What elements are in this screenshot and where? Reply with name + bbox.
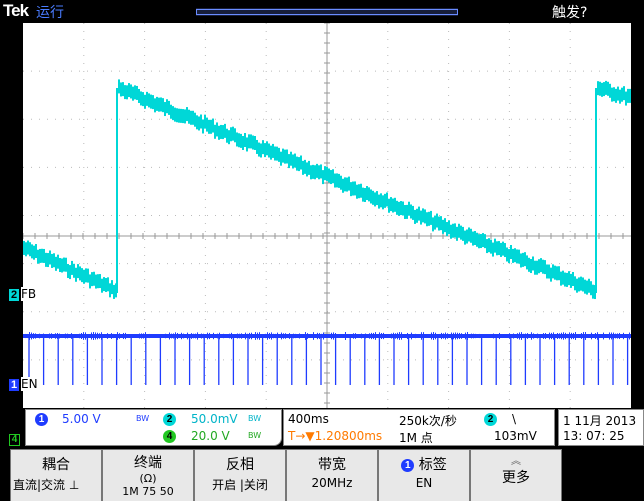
- ch1-ground-marker[interactable]: 1: [9, 379, 19, 391]
- sample-rate: 250k次/秒: [399, 414, 457, 428]
- ch2-badge: 2: [163, 413, 176, 426]
- ch1-bw-icon: BW: [136, 414, 150, 423]
- ch2-waveform: [23, 79, 631, 300]
- label-button[interactable]: 1 标签 EN: [378, 449, 470, 501]
- ch1-waveform: [23, 332, 631, 385]
- ch4-ground-marker[interactable]: 4: [9, 434, 20, 446]
- ch1-scale: 5.00 V: [62, 412, 101, 426]
- graticule-grid: [23, 23, 631, 408]
- horizontal-readout-panel: 400ms 250k次/秒 2 \ T→▼1.20800ms 1M 点 103m…: [283, 409, 555, 446]
- ch2-scale: 50.0mV: [191, 412, 238, 426]
- more-button[interactable]: ︽ 更多: [470, 449, 562, 501]
- ch4-bw-icon: BW: [248, 431, 262, 440]
- trigger-level: 103mV: [494, 429, 537, 443]
- status-bar: Tek 运行 触发?: [0, 0, 644, 23]
- time-display: 13: 07: 25: [563, 429, 625, 443]
- termination-unit: (Ω): [139, 472, 157, 485]
- trigger-slope-icon: \: [512, 412, 517, 426]
- more-title: 更多: [502, 470, 530, 486]
- trigger-status: 触发?: [552, 5, 588, 21]
- ch4-scale: 20.0 V: [191, 429, 230, 443]
- termination-options: 1M 75 50: [122, 485, 174, 498]
- coupling-title: 耦合: [42, 457, 70, 473]
- label-value: EN: [415, 476, 433, 490]
- date-display: 1 11月 2013: [563, 414, 637, 428]
- trigger-source-badge: 2: [484, 413, 497, 426]
- bandwidth-value: 20MHz: [311, 476, 353, 490]
- acquisition-state: 运行: [36, 5, 64, 21]
- ch2-ground-marker[interactable]: 2: [9, 289, 19, 301]
- bandwidth-title: 带宽: [318, 457, 346, 473]
- date-time-panel: 1 11月 2013 13: 07: 25: [558, 409, 644, 446]
- timebase-value: 400ms: [288, 412, 329, 426]
- invert-title: 反相: [226, 457, 254, 473]
- ch2-label: FB: [21, 287, 37, 301]
- record-overview-bar: [196, 9, 458, 15]
- ch1-label: EN: [21, 377, 38, 391]
- waveform-display: [23, 23, 631, 408]
- termination-title: 终端: [134, 455, 162, 471]
- ch4-badge: 4: [163, 430, 176, 443]
- horizontal-delay: T→▼1.20800ms: [288, 429, 383, 443]
- termination-button[interactable]: 终端 (Ω) 1M 75 50: [102, 449, 194, 501]
- ch1-badge: 1: [35, 413, 48, 426]
- ch2-bw-icon: BW: [248, 414, 262, 423]
- channel-readout-panel: 1 5.00 V BW 2 50.0mV BW 4 20.0 V BW: [25, 409, 282, 446]
- coupling-button[interactable]: 耦合 直流|交流 ⊥: [10, 449, 102, 501]
- label-channel-badge: 1: [401, 458, 415, 472]
- brand-logo: Tek: [3, 1, 29, 20]
- bandwidth-button[interactable]: 带宽 20MHz: [286, 449, 378, 501]
- record-view-window: [196, 8, 458, 16]
- record-length: 1M 点: [399, 431, 433, 445]
- label-title: 标签: [418, 457, 447, 473]
- more-icon: ︽: [511, 456, 521, 467]
- waveform-graticule: [23, 23, 631, 408]
- coupling-options: 直流|交流 ⊥: [13, 478, 80, 492]
- invert-button[interactable]: 反相 开启 |关闭: [194, 449, 286, 501]
- invert-options: 开启 |关闭: [212, 478, 268, 492]
